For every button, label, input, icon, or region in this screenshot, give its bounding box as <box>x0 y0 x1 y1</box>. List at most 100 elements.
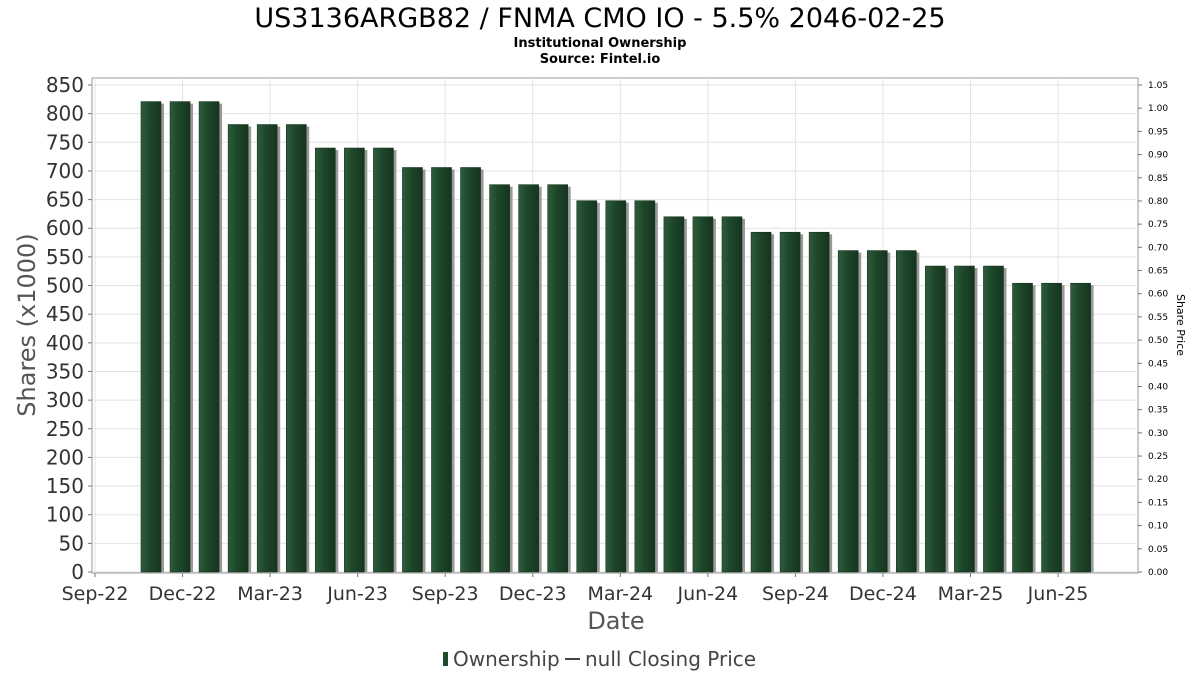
y2-tick-label: 1.05 <box>1148 81 1168 91</box>
y2-tick-label: 0.65 <box>1148 267 1168 277</box>
x-axis-ticks: Sep-22 Dec-22 Mar-23 Jun-23 Sep-23 Dec-23 Mar-… <box>62 573 1089 605</box>
ownership-bar <box>547 184 569 573</box>
y2-tick-label: 0.00 <box>1148 568 1168 578</box>
ownership-bar <box>605 200 627 573</box>
bars-group <box>140 101 1094 573</box>
y-tick-label: 450 <box>46 302 84 326</box>
x-tick-label: Sep-23 <box>412 583 479 605</box>
x-tick-label: Sep-22 <box>62 583 129 605</box>
ownership-bar <box>373 147 394 573</box>
chart-source: Source: Fintel.io <box>540 52 661 67</box>
x-tick-label: Mar-23 <box>237 583 303 605</box>
ownership-bar <box>663 216 685 573</box>
y2-tick-label: 0.55 <box>1148 313 1168 323</box>
ownership-bar <box>866 250 888 573</box>
y2-tick-label: 0.50 <box>1148 336 1168 346</box>
y-axis-label: Shares (x1000) <box>13 233 41 416</box>
y-tick-label: 0 <box>71 560 84 584</box>
ownership-bar <box>1070 282 1091 573</box>
y-tick-label: 750 <box>46 130 84 154</box>
y-tick-label: 500 <box>46 274 84 298</box>
ownership-bar <box>314 147 336 573</box>
x-tick-label: Dec-22 <box>149 583 217 605</box>
y2-axis-ticks: 0.00 0.05 0.10 0.15 0.20 0.25 0.30 0.35 0.40 0.45… <box>1138 81 1168 578</box>
y2-tick-label: 1.00 <box>1148 104 1168 114</box>
legend-ownership-label: Ownership <box>453 647 560 671</box>
ownership-bar <box>489 184 510 573</box>
ownership-bar <box>198 101 220 573</box>
ownership-bar <box>518 184 539 573</box>
y-tick-label: 250 <box>46 417 84 441</box>
ownership-bar <box>634 200 656 573</box>
ownership-bar <box>344 147 365 573</box>
y2-tick-label: 0.10 <box>1148 522 1168 532</box>
y2-tick-label: 0.95 <box>1148 127 1168 137</box>
y-axis-ticks: 0 50 100 150 200 250 300 350 400 450 500 550 600 650 7… <box>46 73 92 584</box>
legend-ownership-swatch <box>443 652 448 666</box>
ownership-bar <box>576 200 598 573</box>
ownership-bar <box>750 231 772 573</box>
y2-tick-label: 0.70 <box>1148 243 1168 253</box>
ownership-bar <box>1041 282 1062 573</box>
ownership-bar <box>460 167 481 573</box>
y-tick-label: 850 <box>46 73 84 97</box>
legend-price-label: null Closing Price <box>585 647 756 671</box>
y2-tick-label: 0.60 <box>1148 290 1168 300</box>
ownership-bar <box>925 265 946 573</box>
y-tick-label: 700 <box>46 159 84 183</box>
x-tick-label: Dec-23 <box>499 583 567 605</box>
ownership-bar <box>140 101 162 573</box>
y-tick-label: 650 <box>46 188 84 212</box>
x-axis-label: Date <box>587 607 644 635</box>
y-tick-label: 50 <box>59 531 84 555</box>
y-tick-label: 150 <box>46 474 84 498</box>
y2-tick-label: 0.35 <box>1148 406 1168 416</box>
y2-tick-label: 0.05 <box>1148 545 1168 555</box>
ownership-bar <box>402 167 423 573</box>
chart-subtitle: Institutional Ownership <box>514 36 687 51</box>
legend: Ownership null Closing Price <box>443 647 756 671</box>
y2-tick-label: 0.15 <box>1148 498 1168 508</box>
y2-tick-label: 0.20 <box>1148 475 1168 485</box>
ownership-bar <box>692 216 714 573</box>
x-tick-label: Mar-24 <box>587 583 653 605</box>
y-tick-label: 800 <box>46 102 84 126</box>
y2-tick-label: 0.80 <box>1148 197 1168 207</box>
ownership-bar <box>169 101 191 573</box>
ownership-bar <box>256 124 278 573</box>
y-tick-label: 550 <box>46 245 84 269</box>
x-tick-label: Jun-25 <box>1027 583 1089 605</box>
x-tick-label: Jun-23 <box>326 583 388 605</box>
y-tick-label: 400 <box>46 331 84 355</box>
y2-tick-label: 0.40 <box>1148 382 1168 392</box>
y-tick-label: 100 <box>46 503 84 527</box>
y2-tick-label: 0.25 <box>1148 452 1168 462</box>
ownership-bar <box>837 250 859 573</box>
ownership-bar <box>1012 282 1033 573</box>
x-tick-label: Dec-24 <box>849 583 917 605</box>
y2-axis-label: Share Price <box>1174 294 1187 356</box>
y2-tick-label: 0.90 <box>1148 151 1168 161</box>
y2-tick-label: 0.30 <box>1148 429 1168 439</box>
ownership-bar <box>285 124 307 573</box>
y-tick-label: 200 <box>46 445 84 469</box>
y2-tick-label: 0.45 <box>1148 359 1168 369</box>
ownership-bar <box>779 231 801 573</box>
chart-title: US3136ARGB82 / FNMA CMO IO - 5.5% 2046-0… <box>254 3 945 34</box>
x-tick-label: Mar-25 <box>938 583 1004 605</box>
y-tick-label: 600 <box>46 216 84 240</box>
y2-tick-label: 0.85 <box>1148 174 1168 184</box>
x-tick-label: Jun-24 <box>676 583 738 605</box>
ownership-bar <box>954 265 975 573</box>
y2-tick-label: 0.75 <box>1148 220 1168 230</box>
ownership-bar <box>431 167 452 573</box>
ownership-bar <box>895 250 917 573</box>
y-tick-label: 300 <box>46 388 84 412</box>
ownership-bar <box>227 124 249 573</box>
y-tick-label: 350 <box>46 359 84 383</box>
ownership-bar <box>808 231 830 573</box>
ownership-bar <box>983 265 1004 573</box>
ownership-bar <box>721 216 743 573</box>
x-tick-label: Sep-24 <box>762 583 829 605</box>
